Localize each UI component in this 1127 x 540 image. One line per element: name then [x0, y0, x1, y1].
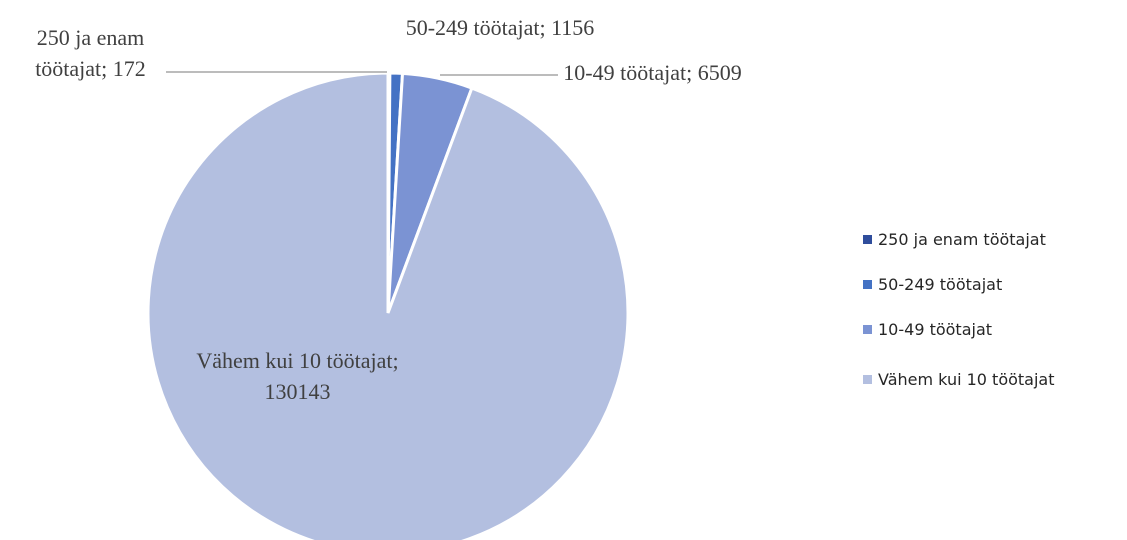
label-category: 250 ja enam töötajat — [35, 25, 145, 81]
label-category: 50-249 töötajat — [405, 15, 540, 40]
legend-item: 50-249 töötajat — [863, 275, 1002, 294]
label-separator: ; — [392, 348, 399, 373]
legend-swatch — [863, 325, 872, 334]
data-label: 250 ja enam töötajat; 172 — [8, 22, 173, 84]
legend-swatch — [863, 235, 872, 244]
label-separator: ; — [539, 15, 552, 40]
label-separator: ; — [686, 60, 698, 85]
pie-slice — [146, 71, 630, 540]
legend-label: 10-49 töötajat — [878, 320, 993, 339]
data-label: 50-249 töötajat; 1156 — [400, 12, 600, 43]
legend-item: 10-49 töötajat — [863, 320, 992, 339]
data-label: 10-49 töötajat; 6509 — [560, 57, 745, 88]
legend-swatch — [863, 280, 872, 289]
data-label: Vähem kui 10 töötajat; 130143 — [190, 345, 405, 407]
label-value: 130143 — [264, 379, 331, 404]
label-category: 10-49 töötajat — [563, 60, 687, 85]
legend-swatch — [863, 375, 872, 384]
label-value: 6509 — [697, 60, 742, 85]
label-separator: ; — [101, 56, 113, 81]
legend-label: Vähem kui 10 töötajat — [878, 370, 1055, 389]
label-category: Vähem kui 10 töötajat — [196, 348, 393, 373]
legend-label: 50-249 töötajat — [878, 275, 1003, 294]
label-value: 1156 — [551, 15, 595, 40]
pie — [146, 71, 630, 540]
legend-label: 250 ja enam töötajat — [878, 230, 1046, 249]
label-value: 172 — [112, 56, 146, 81]
legend-item: 250 ja enam töötajat — [863, 230, 1046, 249]
legend-item: Vähem kui 10 töötajat — [863, 370, 1055, 389]
